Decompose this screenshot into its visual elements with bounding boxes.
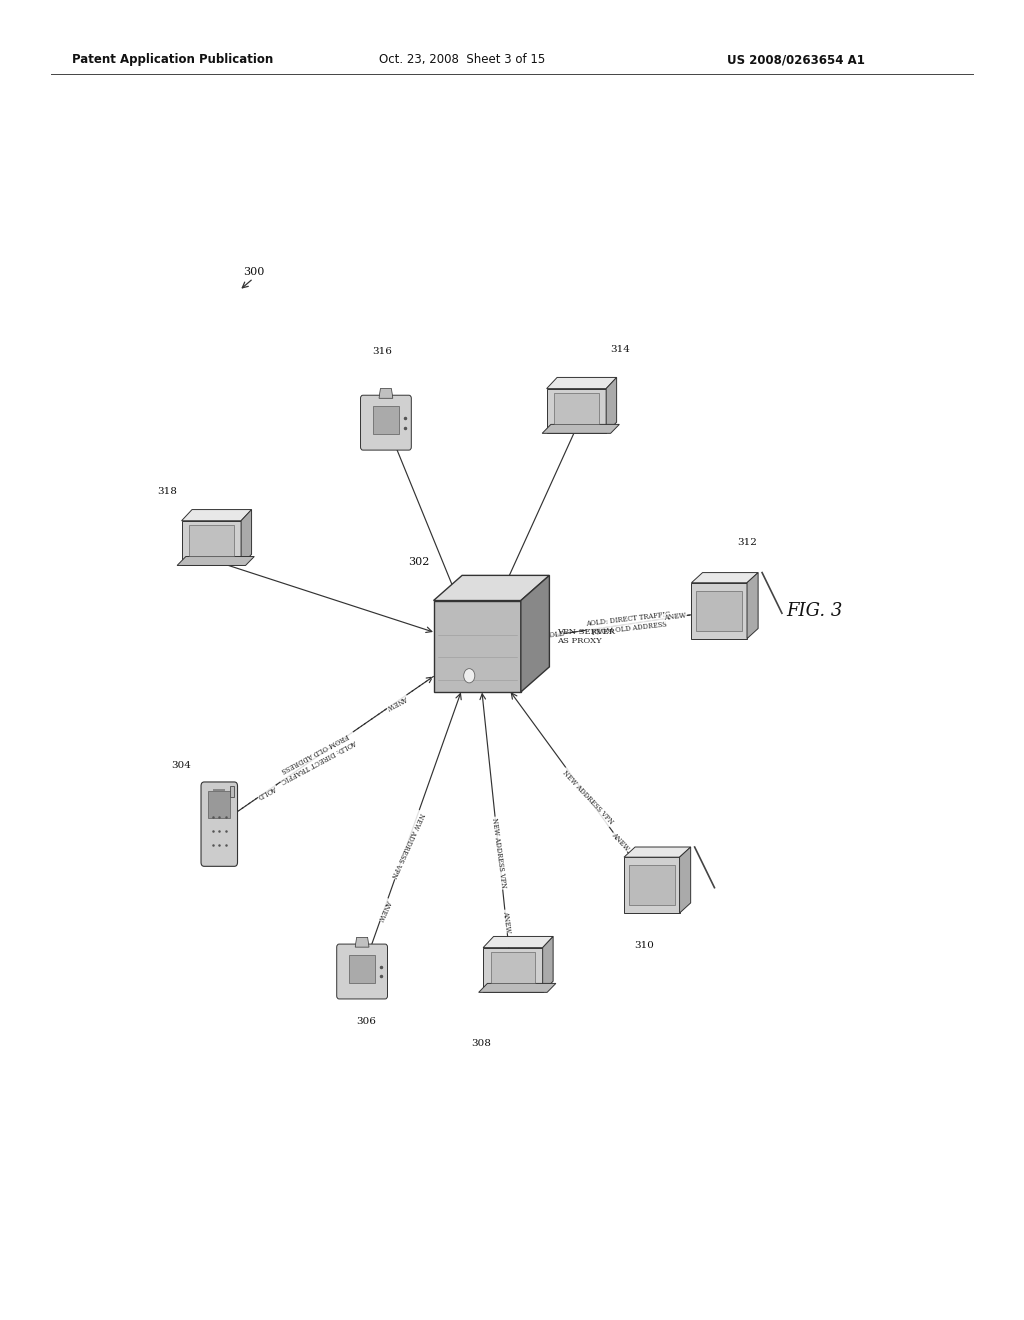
Text: 318: 318 <box>158 487 177 496</box>
Text: 314: 314 <box>610 345 630 354</box>
Polygon shape <box>181 521 241 565</box>
Polygon shape <box>483 948 543 993</box>
Text: Oct. 23, 2008  Sheet 3 of 15: Oct. 23, 2008 Sheet 3 of 15 <box>379 53 545 66</box>
Text: 302: 302 <box>409 557 430 568</box>
Polygon shape <box>478 983 556 993</box>
Polygon shape <box>543 936 553 993</box>
Polygon shape <box>177 557 254 565</box>
Polygon shape <box>547 388 606 433</box>
Text: NEW ADDRESS VPN: NEW ADDRESS VPN <box>389 810 425 879</box>
Polygon shape <box>374 407 398 434</box>
Polygon shape <box>379 388 393 399</box>
Polygon shape <box>554 393 599 424</box>
Text: ANEW: ANEW <box>610 832 631 853</box>
Polygon shape <box>691 573 758 582</box>
Polygon shape <box>748 573 758 639</box>
Polygon shape <box>189 525 233 556</box>
Text: AOLD: AOLD <box>545 630 565 640</box>
Text: FIG. 3: FIG. 3 <box>786 602 843 619</box>
Text: 312: 312 <box>737 537 757 546</box>
Polygon shape <box>547 378 616 388</box>
Polygon shape <box>229 785 233 797</box>
Polygon shape <box>181 510 252 521</box>
Polygon shape <box>433 576 550 601</box>
Polygon shape <box>433 601 521 692</box>
Text: Patent Application Publication: Patent Application Publication <box>72 53 273 66</box>
Polygon shape <box>355 937 369 948</box>
Text: 300: 300 <box>243 267 264 277</box>
FancyBboxPatch shape <box>360 395 412 450</box>
Text: ANEW: ANEW <box>376 898 392 921</box>
Polygon shape <box>213 789 225 791</box>
Polygon shape <box>241 510 252 565</box>
Polygon shape <box>483 936 553 948</box>
Text: US 2008/0263654 A1: US 2008/0263654 A1 <box>727 53 865 66</box>
Polygon shape <box>624 857 680 913</box>
Polygon shape <box>521 576 550 692</box>
Text: VPN SERVER
AS PROXY: VPN SERVER AS PROXY <box>557 627 615 644</box>
Text: ANEW: ANEW <box>664 612 687 623</box>
Circle shape <box>464 669 475 682</box>
FancyBboxPatch shape <box>337 944 387 999</box>
Text: 308: 308 <box>471 1039 492 1048</box>
Polygon shape <box>490 952 536 983</box>
Text: AOLD: AOLD <box>256 783 278 800</box>
Polygon shape <box>209 792 230 818</box>
Polygon shape <box>606 378 616 433</box>
FancyBboxPatch shape <box>201 781 238 866</box>
Polygon shape <box>680 847 690 913</box>
Text: 306: 306 <box>356 1018 376 1027</box>
Polygon shape <box>696 590 742 631</box>
Polygon shape <box>542 425 620 433</box>
Text: 310: 310 <box>634 941 653 950</box>
Text: NEW ADDRESS VPN: NEW ADDRESS VPN <box>490 817 508 888</box>
Polygon shape <box>624 847 690 857</box>
Text: 316: 316 <box>372 347 392 355</box>
Text: AOLD: DIRECT TRAFFIC
FROM OLD ADDRESS: AOLD: DIRECT TRAFFIC FROM OLD ADDRESS <box>275 729 358 784</box>
Text: NEW ADDRESS VPN: NEW ADDRESS VPN <box>560 768 614 826</box>
Polygon shape <box>349 954 375 983</box>
Text: ANEW: ANEW <box>501 909 511 933</box>
Text: ANEW: ANEW <box>385 693 409 710</box>
Polygon shape <box>691 582 748 639</box>
Text: 304: 304 <box>171 762 191 771</box>
Text: AOLD: DIRECT TRAFFIC
FROM OLD ADDRESS: AOLD: DIRECT TRAFFIC FROM OLD ADDRESS <box>586 611 672 638</box>
Polygon shape <box>629 865 675 906</box>
